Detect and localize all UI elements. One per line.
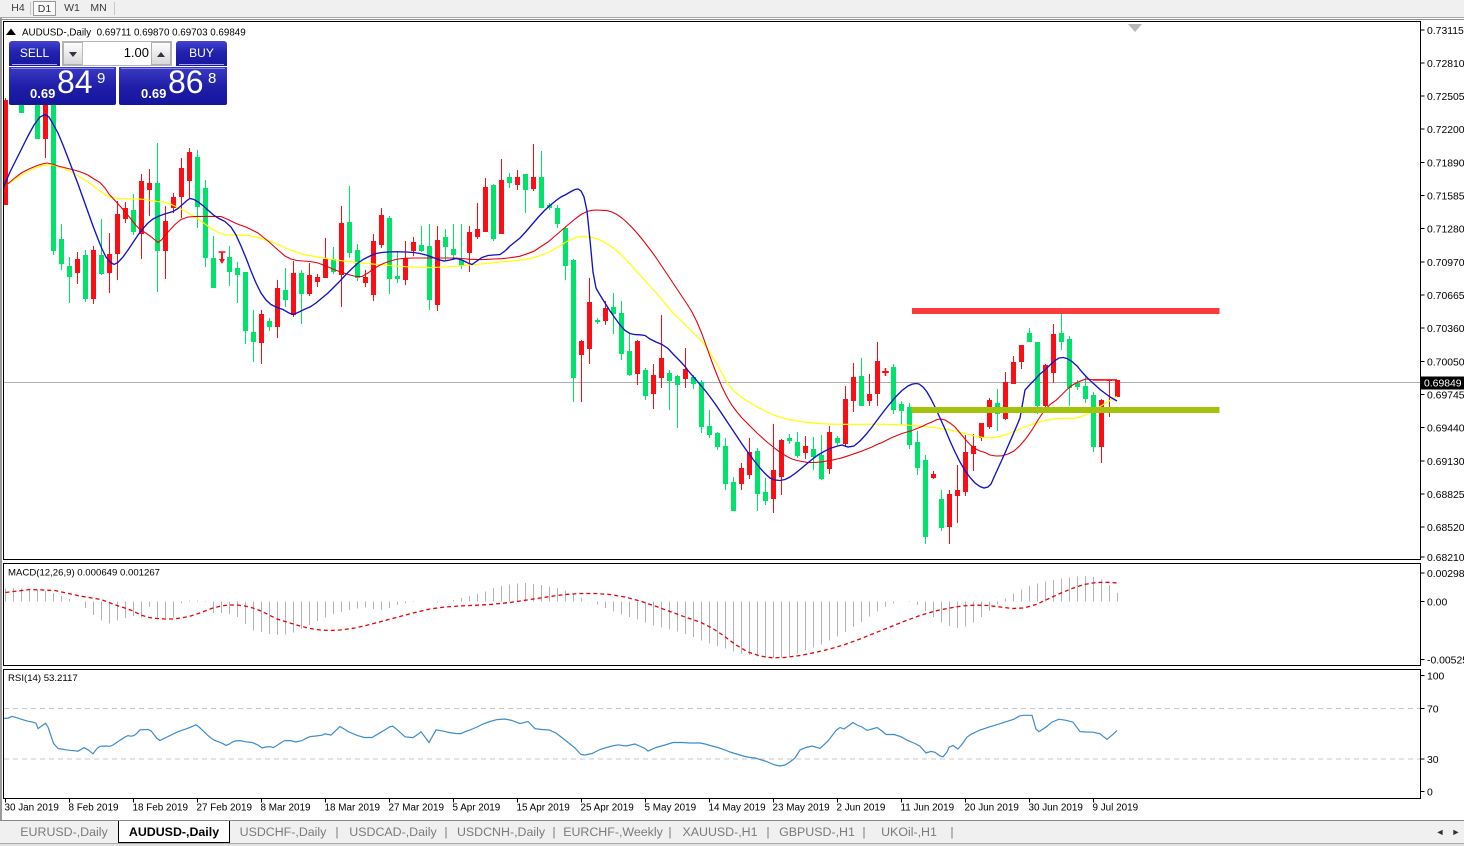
- svg-text:30: 30: [1427, 755, 1439, 766]
- svg-text:25 Apr 2019: 25 Apr 2019: [581, 803, 635, 814]
- svg-text:14 May 2019: 14 May 2019: [709, 803, 767, 814]
- svg-text:0.69440: 0.69440: [1427, 423, 1464, 434]
- svg-text:0.70970: 0.70970: [1427, 258, 1464, 269]
- svg-text:0.72505: 0.72505: [1427, 92, 1464, 103]
- svg-text:18 Feb 2019: 18 Feb 2019: [133, 803, 189, 814]
- svg-text:11 Jun 2019: 11 Jun 2019: [901, 803, 955, 814]
- svg-text:0.71280: 0.71280: [1427, 224, 1464, 235]
- svg-text:0.69745: 0.69745: [1427, 390, 1464, 401]
- svg-text:2 Jun 2019: 2 Jun 2019: [837, 803, 886, 814]
- svg-text:100: 100: [1427, 671, 1445, 682]
- svg-text:27 Mar 2019: 27 Mar 2019: [389, 803, 445, 814]
- svg-text:20 Jun 2019: 20 Jun 2019: [965, 803, 1020, 814]
- svg-text:5 May 2019: 5 May 2019: [645, 803, 697, 814]
- svg-text:0.70050: 0.70050: [1427, 357, 1464, 368]
- svg-text:0.70360: 0.70360: [1427, 324, 1464, 335]
- svg-text:0.68520: 0.68520: [1427, 523, 1464, 534]
- svg-text:0.71585: 0.71585: [1427, 191, 1464, 202]
- svg-text:0.69130: 0.69130: [1427, 457, 1464, 468]
- svg-text:0.002984: 0.002984: [1427, 569, 1464, 580]
- svg-text:0.68825: 0.68825: [1427, 490, 1464, 501]
- svg-text:MACD(12,26,9) 0.000649 0.00126: MACD(12,26,9) 0.000649 0.001267: [8, 568, 160, 579]
- svg-text:0: 0: [1427, 787, 1433, 798]
- svg-text:8 Feb 2019: 8 Feb 2019: [69, 803, 119, 814]
- svg-text:5 Apr 2019: 5 Apr 2019: [453, 803, 501, 814]
- svg-text:8 Mar 2019: 8 Mar 2019: [261, 803, 311, 814]
- svg-text:0.73115: 0.73115: [1427, 26, 1464, 37]
- svg-text:15 Apr 2019: 15 Apr 2019: [517, 803, 571, 814]
- svg-text:0.71890: 0.71890: [1427, 158, 1464, 169]
- svg-text:9 Jul 2019: 9 Jul 2019: [1093, 803, 1139, 814]
- svg-text:18 Mar 2019: 18 Mar 2019: [325, 803, 381, 814]
- svg-text:70: 70: [1427, 704, 1439, 715]
- svg-text:RSI(14) 53.2117: RSI(14) 53.2117: [8, 673, 78, 684]
- svg-text:0.72200: 0.72200: [1427, 125, 1464, 136]
- svg-text:30 Jun 2019: 30 Jun 2019: [1029, 803, 1084, 814]
- svg-text:0.68210: 0.68210: [1427, 553, 1464, 564]
- svg-text:0.70665: 0.70665: [1427, 291, 1464, 302]
- svg-text:0.72810: 0.72810: [1427, 59, 1464, 70]
- svg-text:AUDUSD-,Daily 0.69711 0.69870: AUDUSD-,Daily 0.69711 0.69870 0.69703 0.…: [22, 28, 246, 39]
- svg-text:-0.005256: -0.005256: [1427, 655, 1464, 666]
- svg-text:0.00: 0.00: [1427, 597, 1447, 608]
- svg-text:0.69849: 0.69849: [1424, 378, 1462, 389]
- svg-text:23 May 2019: 23 May 2019: [773, 803, 831, 814]
- svg-text:27 Feb 2019: 27 Feb 2019: [197, 803, 253, 814]
- svg-text:30 Jan 2019: 30 Jan 2019: [5, 803, 60, 814]
